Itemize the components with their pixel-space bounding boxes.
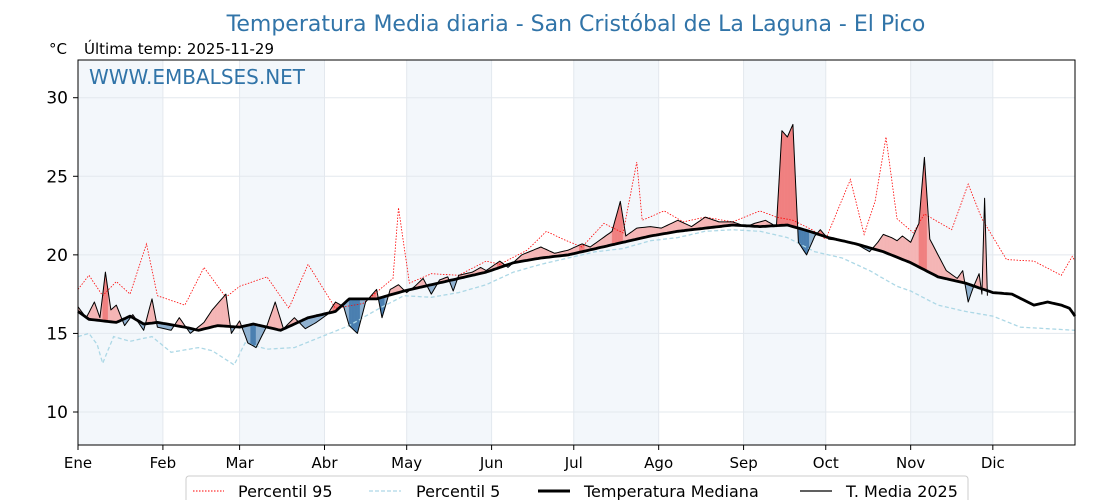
x-axis: Ene Feb Mar Abr May Jun Jul Ago Sep Oct Nov Dic — [64, 445, 1005, 472]
month-bands — [78, 60, 993, 445]
anomaly-fill-above — [907, 239, 911, 264]
anomaly-fill-above — [883, 234, 887, 254]
anomaly-fills — [77, 124, 988, 348]
x-tick-label: Mar — [225, 454, 254, 472]
x-tick-label: Ene — [64, 454, 92, 472]
y-tick-label: 20 — [46, 246, 68, 266]
legend-label-median: Temperatura Mediana — [583, 482, 759, 500]
anomaly-fill-above — [902, 235, 906, 261]
x-tick-label: Feb — [150, 454, 177, 472]
x-tick-label: May — [391, 454, 422, 472]
month-band — [743, 60, 826, 445]
legend-label-p95: Percentil 95 — [238, 482, 333, 500]
anomaly-fill-below — [250, 323, 254, 347]
x-tick-label: Oct — [813, 454, 839, 472]
x-tick-label: Abr — [312, 454, 339, 472]
anomaly-fill-above — [891, 237, 895, 257]
anomaly-fill-above — [217, 299, 221, 326]
x-tick-label: Sep — [729, 454, 757, 472]
anomaly-fill-below — [354, 298, 358, 334]
series-lines — [77, 123, 1077, 366]
anomaly-fill-below — [247, 324, 251, 345]
last-temp-subtitle: Última temp: 2025-11-29 — [84, 39, 274, 58]
anomaly-fill-above — [915, 223, 920, 268]
anomaly-fill-above — [885, 235, 889, 255]
legend-box — [185, 475, 969, 500]
y-tick-label: 30 — [46, 89, 68, 109]
anomaly-fill-above — [899, 235, 903, 260]
anomaly-fill-below — [253, 323, 257, 348]
series-line-percentil-5 — [77, 229, 1076, 366]
anomaly-fill-above — [781, 130, 785, 226]
anomaly-fill-above — [222, 293, 227, 327]
anomaly-fill-above — [220, 296, 224, 327]
anomaly-fill-above — [888, 236, 892, 256]
y-tick-label: 10 — [46, 403, 68, 423]
chart-title: Temperatura Media diaria - San Cristóbal… — [226, 12, 926, 37]
x-tick-label: Ago — [644, 454, 673, 472]
anomaly-fill-above — [904, 237, 909, 262]
legend-label-2025: T. Media 2025 — [845, 482, 958, 500]
anomaly-fill-above — [677, 219, 681, 232]
anomaly-fill-above — [789, 124, 794, 227]
x-tick-label: Dic — [981, 454, 1005, 472]
y-tick-label: 15 — [46, 324, 68, 344]
month-band — [406, 60, 492, 445]
series-line-percentil-95 — [77, 136, 1076, 310]
legend: Percentil 95 Percentil 5 Temperatura Med… — [185, 475, 969, 500]
anomaly-fill-above — [894, 238, 898, 258]
x-tick-label: Jul — [564, 454, 583, 472]
month-band — [78, 60, 163, 445]
month-band — [573, 60, 659, 445]
y-tick-label: 25 — [46, 167, 68, 187]
series-line-2025 — [77, 123, 988, 349]
watermark: WWW.EMBALSES.NET — [89, 65, 306, 89]
y-axis-unit: °C — [49, 40, 67, 58]
x-tick-label: Nov — [896, 454, 925, 472]
anomaly-fill-above — [896, 237, 900, 259]
plot-frame — [77, 59, 1076, 446]
grid-lines — [77, 60, 1075, 445]
anomaly-fill-above — [787, 130, 791, 227]
x-tick-label: Jun — [479, 454, 503, 472]
series-line-mediana — [77, 223, 1077, 332]
y-axis: 10 15 20 25 30 — [46, 89, 78, 423]
legend-label-p5: Percentil 5 — [416, 482, 500, 500]
anomaly-fill-below — [351, 298, 355, 332]
anomaly-fill-above — [784, 133, 788, 226]
month-band — [239, 60, 325, 445]
anomaly-fill-below — [348, 298, 353, 329]
